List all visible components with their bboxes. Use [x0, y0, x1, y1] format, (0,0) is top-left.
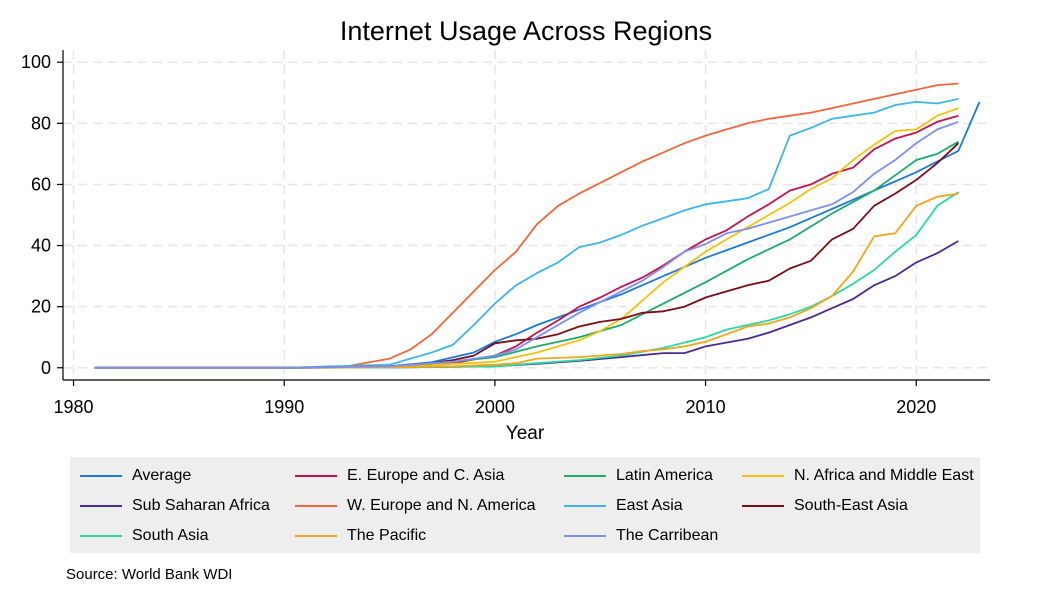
legend-item: N. Africa and Middle East — [742, 466, 974, 486]
legend-swatch — [295, 535, 337, 537]
legend-label: E. Europe and C. Asia — [347, 467, 505, 484]
legend-swatch — [80, 505, 122, 507]
y-tick-label: 40 — [31, 236, 51, 256]
chart-title: Internet Usage Across Regions — [340, 16, 712, 46]
legend-label: South-East Asia — [794, 497, 908, 514]
legend-swatch — [742, 475, 784, 477]
legend-label: East Asia — [616, 497, 683, 514]
y-tick-label: 80 — [31, 113, 51, 133]
legend-item: The Carribean — [564, 526, 718, 546]
series-line-10 — [94, 120, 959, 369]
legend-label: Average — [132, 467, 192, 484]
legend-item: South-East Asia — [742, 496, 908, 516]
series-line-9 — [94, 192, 959, 369]
legend-item: The Pacific — [295, 526, 426, 546]
legend-label: N. Africa and Middle East — [794, 467, 974, 484]
x-axis-ticks: 1980 1990 2000 2010 2020 — [54, 380, 936, 417]
y-tick-label: 0 — [41, 358, 51, 378]
series-line-5 — [94, 82, 959, 369]
legend-item: South Asia — [80, 526, 209, 546]
legend-label: The Carribean — [616, 527, 719, 544]
legend-swatch — [80, 535, 122, 537]
legend-swatch — [295, 505, 337, 507]
legend-label: South Asia — [132, 527, 209, 544]
legend-swatch — [564, 475, 606, 477]
series-line-0 — [94, 101, 981, 369]
y-tick-label: 20 — [31, 297, 51, 317]
x-tick-label: 2000 — [475, 397, 515, 417]
y-tick-label: 60 — [31, 174, 51, 194]
legend-swatch — [80, 475, 122, 477]
legend-swatch — [564, 505, 606, 507]
legend-item: Average — [80, 466, 191, 486]
x-tick-label: 2020 — [896, 397, 936, 417]
legend-item: East Asia — [564, 496, 683, 516]
legend-label: W. Europe and N. America — [347, 497, 536, 514]
series-lines — [94, 82, 981, 369]
series-line-8 — [94, 191, 959, 369]
x-tick-label: 2010 — [686, 397, 726, 417]
legend-swatch — [295, 475, 337, 477]
legend-label: Sub Saharan Africa — [132, 497, 270, 514]
legend-item: Sub Saharan Africa — [80, 496, 270, 516]
y-tick-label: 100 — [21, 52, 51, 72]
legend: Average E. Europe and C. Asia Latin Americ… — [70, 457, 980, 553]
source-note: Source: World Bank WDI — [66, 566, 233, 583]
legend-swatch — [564, 535, 606, 537]
series-line-7 — [94, 142, 960, 369]
legend-swatch — [742, 505, 784, 507]
x-tick-label: 1990 — [264, 397, 304, 417]
y-axis-ticks: 0 20 40 60 80 100 — [21, 52, 63, 378]
legend-label: The Pacific — [347, 527, 427, 544]
legend-item: E. Europe and C. Asia — [295, 466, 504, 486]
x-tick-label: 1980 — [54, 397, 94, 417]
x-axis-title: Year — [506, 423, 545, 444]
legend-item: Latin America — [564, 466, 713, 486]
legend-item: W. Europe and N. America — [295, 496, 536, 516]
axes — [62, 50, 990, 381]
series-line-6 — [94, 98, 959, 369]
series-line-3 — [94, 107, 959, 369]
legend-label: Latin America — [616, 467, 713, 484]
